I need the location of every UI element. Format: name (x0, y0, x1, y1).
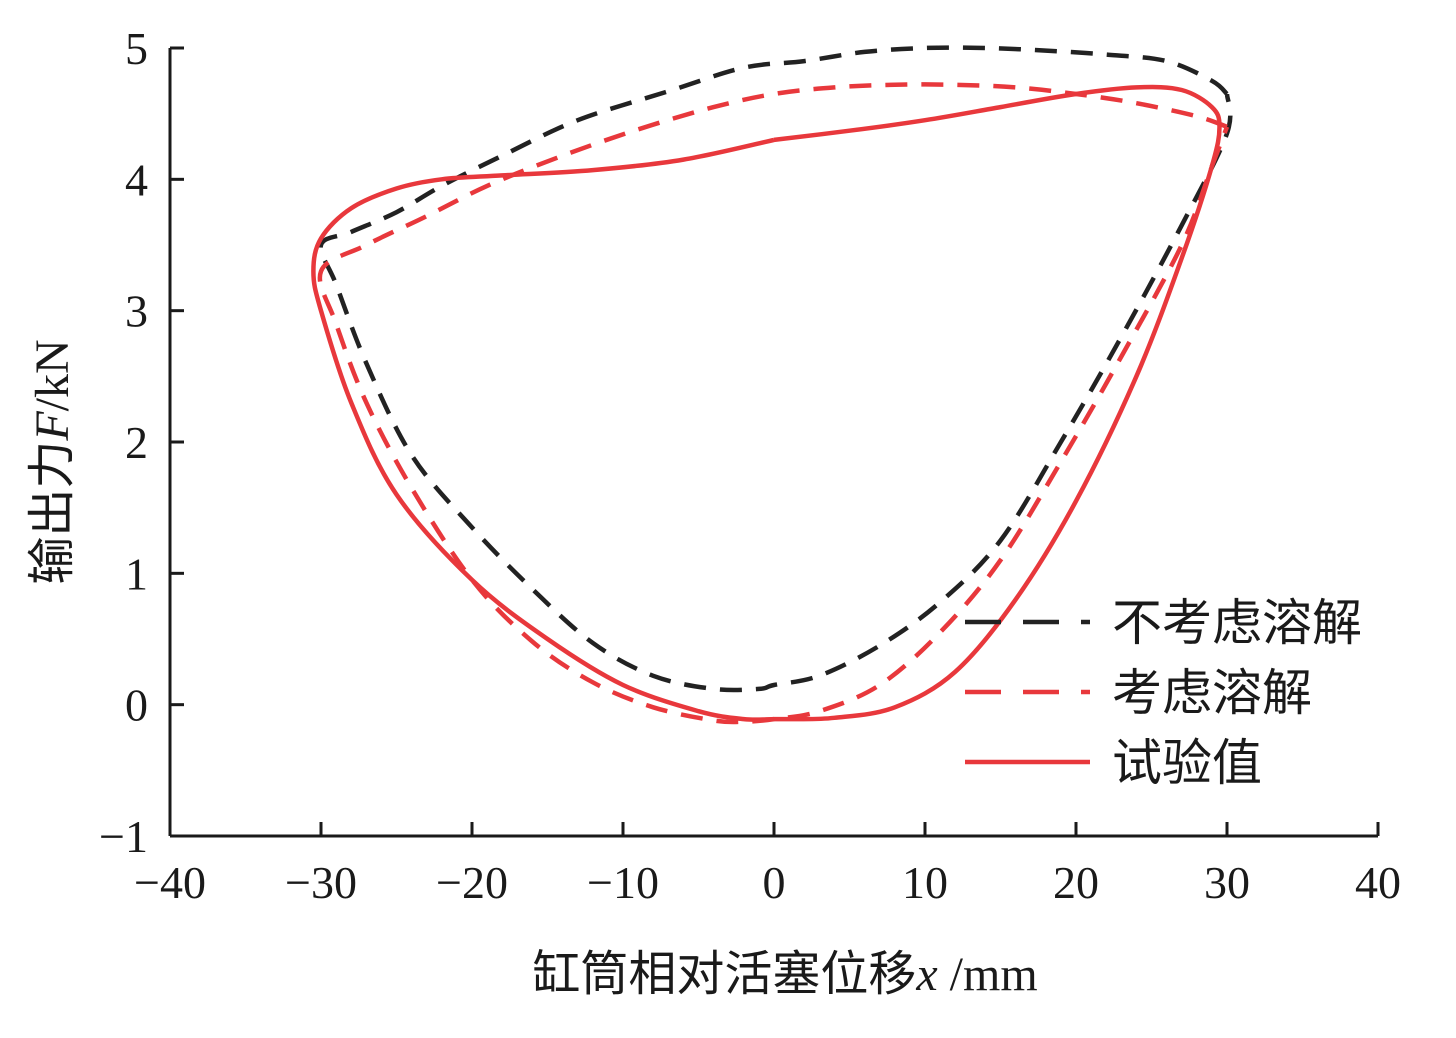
y-ticks: −1 0 1 2 3 4 5 (99, 23, 184, 862)
x-tick-label: 10 (902, 857, 948, 908)
series-line-2 (311, 84, 1222, 722)
legend-label-1: 考虑溶解 (1112, 664, 1312, 722)
y-tick-label: −1 (99, 811, 148, 862)
legend-label-0: 不考虑溶解 (1112, 594, 1362, 652)
x-axis-title-text: 缸筒相对活塞位移 (532, 946, 916, 1002)
series-line-1 (317, 82, 1230, 725)
y-axis-title: 输出力F/kN (24, 339, 80, 584)
x-tick-label: −30 (285, 857, 357, 908)
x-axis-unit: /mm (938, 948, 1038, 1001)
y-axis-var: F (26, 411, 79, 442)
plot-lines (311, 45, 1233, 725)
x-tick-label: −20 (436, 857, 508, 908)
y-tick-label: 5 (125, 23, 148, 74)
x-tick-label: 40 (1355, 857, 1401, 908)
x-tick-label: −10 (587, 857, 659, 908)
y-axis-unit: /kN (26, 339, 79, 411)
series-line-0 (318, 45, 1233, 693)
y-tick-label: 3 (125, 286, 148, 337)
y-axis-title-text: 输出力 (24, 441, 80, 585)
x-ticks: −40 −30 −20 −10 0 10 20 30 40 (134, 822, 1401, 908)
y-tick-label: 4 (125, 154, 148, 205)
x-tick-label: 0 (763, 857, 786, 908)
y-tick-label: 1 (125, 548, 148, 599)
x-axis-var: x (915, 948, 937, 1001)
legend-label-2: 试验值 (1112, 734, 1262, 792)
x-tick-label: −40 (134, 857, 206, 908)
x-axis-title: 缸筒相对活塞位移x /mm (532, 946, 1037, 1002)
y-tick-label: 2 (125, 417, 148, 468)
y-tick-label: 0 (125, 680, 148, 731)
x-tick-label: 30 (1204, 857, 1250, 908)
x-tick-label: 20 (1053, 857, 1099, 908)
